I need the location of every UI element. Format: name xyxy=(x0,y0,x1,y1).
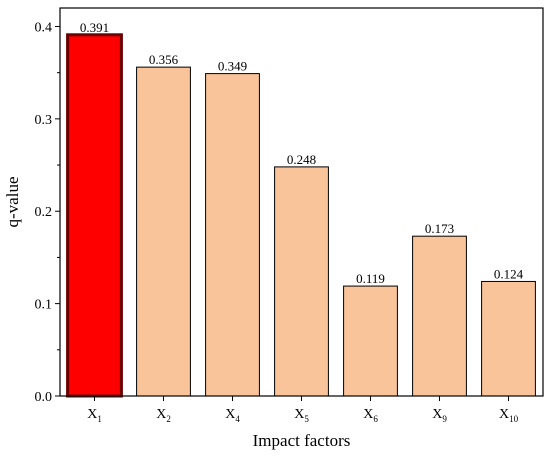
value-label: 0.124 xyxy=(494,266,524,281)
value-labels-group: 0.391 0.356 0.349 0.248 0.119 0.173 0.124 xyxy=(80,20,524,286)
x-tick-label: X2 xyxy=(156,407,171,424)
value-label: 0.356 xyxy=(149,52,179,67)
x-tick-label: X6 xyxy=(363,407,378,424)
value-label: 0.349 xyxy=(218,59,247,74)
y-tick-label: 0.3 xyxy=(35,113,53,128)
bar-x5 xyxy=(274,166,329,397)
value-label: 0.119 xyxy=(356,271,385,286)
bar-x6 xyxy=(343,285,398,397)
y-tick-label: 0.1 xyxy=(35,298,53,313)
value-label: 0.173 xyxy=(425,221,454,236)
x-tick-label: X9 xyxy=(432,407,447,424)
y-tick-label: 0.4 xyxy=(35,20,53,35)
y-tick-label: 0.0 xyxy=(35,390,53,405)
bar-x1 xyxy=(66,33,123,398)
x-axis: X1 X2 X4 X5 X6 X9 X10 xyxy=(87,396,519,424)
bar-x2 xyxy=(136,66,191,397)
x-tick-label: X10 xyxy=(499,407,519,424)
x-tick-label: X1 xyxy=(87,407,102,424)
bar-x9 xyxy=(412,235,467,397)
value-label: 0.248 xyxy=(287,152,316,167)
x-tick-label: X4 xyxy=(225,407,240,424)
x-tick-label: X5 xyxy=(294,407,309,424)
bar-x10 xyxy=(481,280,536,397)
y-tick-label: 0.2 xyxy=(35,205,53,220)
bars-group xyxy=(66,33,536,398)
value-label: 0.391 xyxy=(80,20,109,35)
bar-x4 xyxy=(205,73,260,397)
y-axis: 0.0 0.1 0.2 0.3 0.4 xyxy=(35,20,60,405)
x-axis-title: Impact factors xyxy=(253,431,351,450)
y-axis-title: q-value xyxy=(3,177,22,228)
